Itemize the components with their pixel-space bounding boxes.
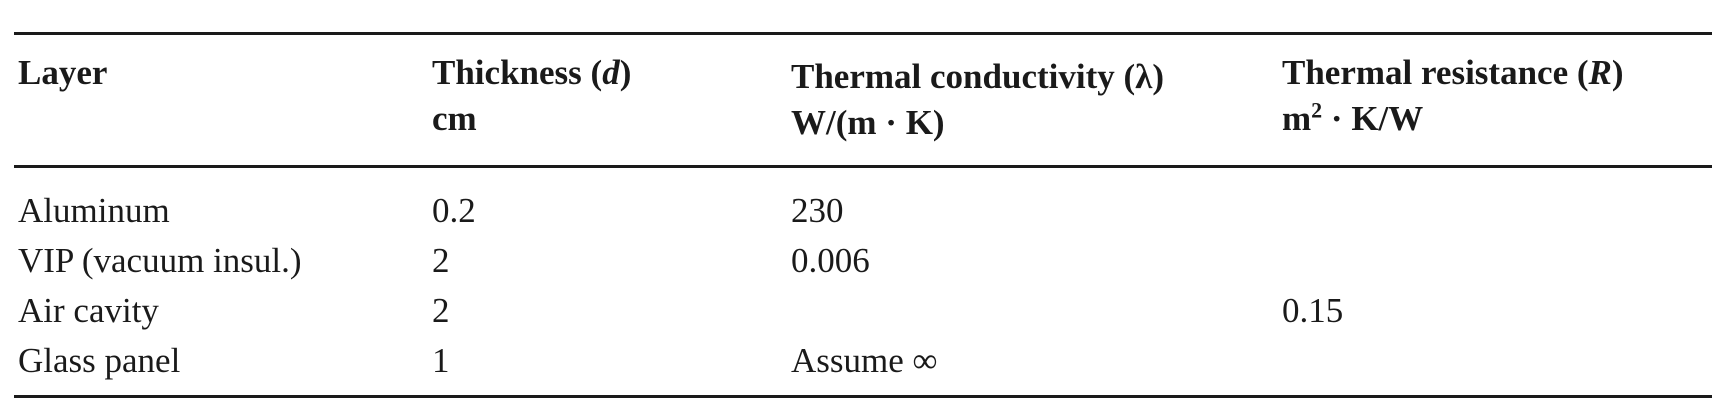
cell-layer: Air cavity (18, 291, 159, 330)
cell-layer: Glass panel (18, 341, 181, 380)
header-conductivity-unit: W/(m · K) (791, 103, 945, 142)
cell-conductivity: 230 (791, 191, 844, 230)
cell-conductivity: Assume ∞ (791, 341, 938, 380)
header-resistance-unit-base: m (1282, 99, 1312, 138)
header-layer-label: Layer (18, 53, 108, 92)
header-thickness: Thickness (d) cm (432, 50, 631, 142)
cell-thickness: 1 (432, 341, 450, 380)
cell-layer: VIP (vacuum insul.) (18, 241, 302, 280)
header-conductivity-name: Thermal conductivity (791, 57, 1115, 96)
table-header-rule (14, 165, 1712, 168)
header-resistance-unit: m2 · K/W (1282, 96, 1624, 142)
header-thickness-name: Thickness (432, 53, 582, 92)
cell-conductivity: 0.006 (791, 241, 870, 280)
table-row: Glass panel 1 Assume ∞ (14, 336, 1712, 386)
header-resistance: Thermal resistance (R) m2 · K/W (1282, 50, 1624, 142)
header-resistance-unit-rest: · K/W (1322, 99, 1424, 138)
header-conductivity: Thermal conductivity (λ) W/(m · K) (791, 54, 1164, 146)
header-conductivity-title: Thermal conductivity (λ) (791, 57, 1164, 96)
header-resistance-title: Thermal resistance (R) (1282, 53, 1624, 92)
header-thickness-symbol: d (602, 53, 620, 92)
cell-thickness: 2 (432, 241, 450, 280)
header-resistance-unit-exp: 2 (1311, 97, 1323, 123)
cell-thickness: 0.2 (432, 191, 476, 230)
table-row: Air cavity 2 0.15 (14, 286, 1712, 336)
cell-thickness: 2 (432, 291, 450, 330)
table-top-rule (14, 32, 1712, 35)
cell-layer: Aluminum (18, 191, 170, 230)
header-thickness-unit: cm (432, 99, 477, 138)
header-conductivity-symbol: λ (1135, 57, 1153, 96)
header-resistance-name: Thermal resistance (1282, 53, 1569, 92)
table-bottom-rule (14, 395, 1712, 398)
header-thickness-title: Thickness (d) (432, 53, 632, 92)
header-resistance-symbol: R (1588, 53, 1612, 92)
cell-resistance: 0.15 (1282, 291, 1344, 330)
header-layer: Layer (18, 50, 107, 96)
table-row: VIP (vacuum insul.) 2 0.006 (14, 236, 1712, 286)
table-row: Aluminum 0.2 230 (14, 186, 1712, 236)
